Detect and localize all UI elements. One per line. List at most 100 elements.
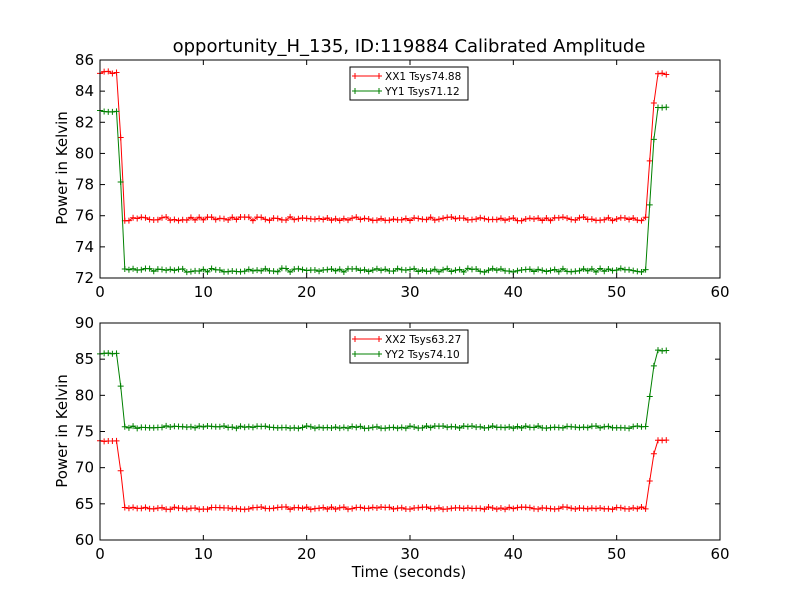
- bottom-plot-area: 0 10 20 30 40 50 60 60 65 70 75 80 85 90 XX2 Tsys63.27…: [75, 314, 730, 563]
- data-point: [415, 215, 422, 222]
- data-point: [340, 424, 347, 431]
- data-point: [398, 424, 405, 431]
- data-point: [415, 504, 422, 511]
- data-point: [208, 214, 215, 221]
- data-point: [159, 214, 165, 221]
- data-point: [617, 265, 624, 272]
- data-point: [357, 504, 364, 511]
- data-point: [142, 504, 149, 511]
- data-point: [584, 424, 591, 431]
- data-point: [291, 424, 298, 431]
- data-point: [555, 268, 562, 275]
- data-point: [456, 266, 463, 273]
- data-point: [369, 424, 376, 431]
- data-point: [497, 215, 504, 222]
- legend-label: YY2 Tsys74.10: [384, 349, 460, 361]
- data-point: [460, 215, 467, 222]
- x-tick-label: 10: [194, 283, 213, 301]
- data-point: [481, 269, 488, 276]
- data-point: [345, 217, 351, 224]
- data-point: [163, 267, 170, 274]
- data-point: [225, 268, 232, 275]
- data-point: [626, 505, 633, 512]
- data-point: [320, 504, 327, 511]
- data-point: [526, 266, 533, 273]
- series-markers-xx2: [97, 437, 670, 513]
- data-point: [192, 216, 199, 223]
- data-point: [464, 265, 471, 272]
- data-point: [187, 214, 194, 221]
- data-point: [663, 104, 670, 111]
- data-point: [531, 216, 537, 223]
- data-point: [402, 215, 409, 222]
- data-point: [464, 423, 471, 430]
- y-tick-label: 72: [75, 269, 94, 287]
- data-point: [212, 216, 219, 223]
- data-point: [539, 267, 546, 274]
- data-point: [154, 216, 161, 223]
- data-point: [291, 216, 298, 223]
- legend-marker: [376, 88, 382, 94]
- data-point: [663, 347, 670, 354]
- data-point: [411, 265, 418, 272]
- data-point: [237, 423, 244, 430]
- y-tick-label: 60: [75, 531, 94, 549]
- data-point: [402, 267, 409, 274]
- data-point: [543, 425, 550, 432]
- data-point: [613, 267, 620, 274]
- legend: XX2 Tsys63.27 YY2 Tsys74.10: [349, 329, 469, 364]
- data-point: [510, 425, 517, 432]
- series-line-yy1: [99, 106, 667, 273]
- data-point: [216, 267, 223, 274]
- data-point: [295, 504, 302, 511]
- data-point: [613, 216, 620, 223]
- data-point: [659, 70, 666, 77]
- top-panel: Power in Kelvin 0 10 20 30 40 50 60 72 74 76 78 80 8…: [53, 51, 730, 301]
- data-point: [638, 217, 645, 224]
- data-point: [130, 423, 137, 430]
- data-point: [390, 424, 397, 431]
- data-point: [340, 215, 347, 222]
- data-point: [311, 266, 318, 273]
- data-point: [489, 423, 496, 429]
- data-point: [469, 423, 475, 430]
- data-point: [229, 505, 236, 512]
- data-point: [159, 266, 165, 273]
- data-point: [452, 267, 459, 274]
- data-point: [485, 504, 492, 511]
- data-point: [423, 422, 430, 429]
- data-point: [345, 506, 351, 513]
- data-point: [378, 267, 385, 274]
- data-point: [121, 265, 128, 272]
- data-point: [179, 265, 186, 272]
- data-point: [324, 506, 331, 513]
- data-point: [514, 267, 521, 274]
- x-axis-label: Time (seconds): [351, 563, 467, 581]
- x-tick-label: 50: [607, 283, 626, 301]
- data-point: [221, 422, 227, 429]
- data-point: [125, 217, 132, 224]
- data-point: [357, 423, 364, 430]
- data-point: [497, 265, 504, 272]
- data-point: [287, 269, 294, 276]
- data-point: [283, 265, 289, 272]
- data-point: [283, 503, 289, 510]
- data-point: [593, 423, 599, 430]
- y-tick-label: 80: [75, 144, 94, 162]
- data-point: [221, 215, 227, 222]
- data-point: [423, 503, 430, 510]
- data-point: [559, 214, 566, 221]
- data-point: [477, 268, 484, 275]
- data-point: [183, 217, 190, 224]
- data-point: [254, 267, 261, 274]
- data-point: [274, 268, 281, 275]
- data-point: [510, 214, 517, 221]
- data-point: [167, 506, 174, 513]
- data-point: [402, 425, 409, 432]
- data-point: [518, 217, 525, 224]
- data-point: [336, 504, 343, 511]
- data-point: [411, 214, 418, 221]
- data-point: [349, 215, 356, 222]
- data-point: [427, 268, 434, 275]
- data-point: [233, 216, 240, 223]
